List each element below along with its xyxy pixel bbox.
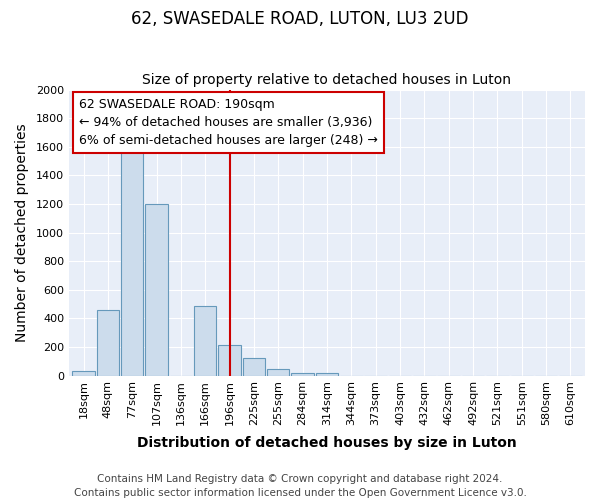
- Bar: [218, 345, 241, 376]
- Bar: [97, 310, 119, 376]
- Text: 62, SWASEDALE ROAD, LUTON, LU3 2UD: 62, SWASEDALE ROAD, LUTON, LU3 2UD: [131, 10, 469, 28]
- Bar: [145, 204, 168, 376]
- Bar: [267, 369, 289, 376]
- Bar: [194, 306, 217, 376]
- Text: 62 SWASEDALE ROAD: 190sqm
← 94% of detached houses are smaller (3,936)
6% of sem: 62 SWASEDALE ROAD: 190sqm ← 94% of detac…: [79, 98, 378, 147]
- Text: Contains HM Land Registry data © Crown copyright and database right 2024.
Contai: Contains HM Land Registry data © Crown c…: [74, 474, 526, 498]
- Y-axis label: Number of detached properties: Number of detached properties: [15, 124, 29, 342]
- Bar: [243, 358, 265, 376]
- Title: Size of property relative to detached houses in Luton: Size of property relative to detached ho…: [142, 73, 511, 87]
- Bar: [292, 372, 314, 376]
- Bar: [316, 374, 338, 376]
- Bar: [73, 371, 95, 376]
- X-axis label: Distribution of detached houses by size in Luton: Distribution of detached houses by size …: [137, 436, 517, 450]
- Bar: [121, 147, 143, 376]
